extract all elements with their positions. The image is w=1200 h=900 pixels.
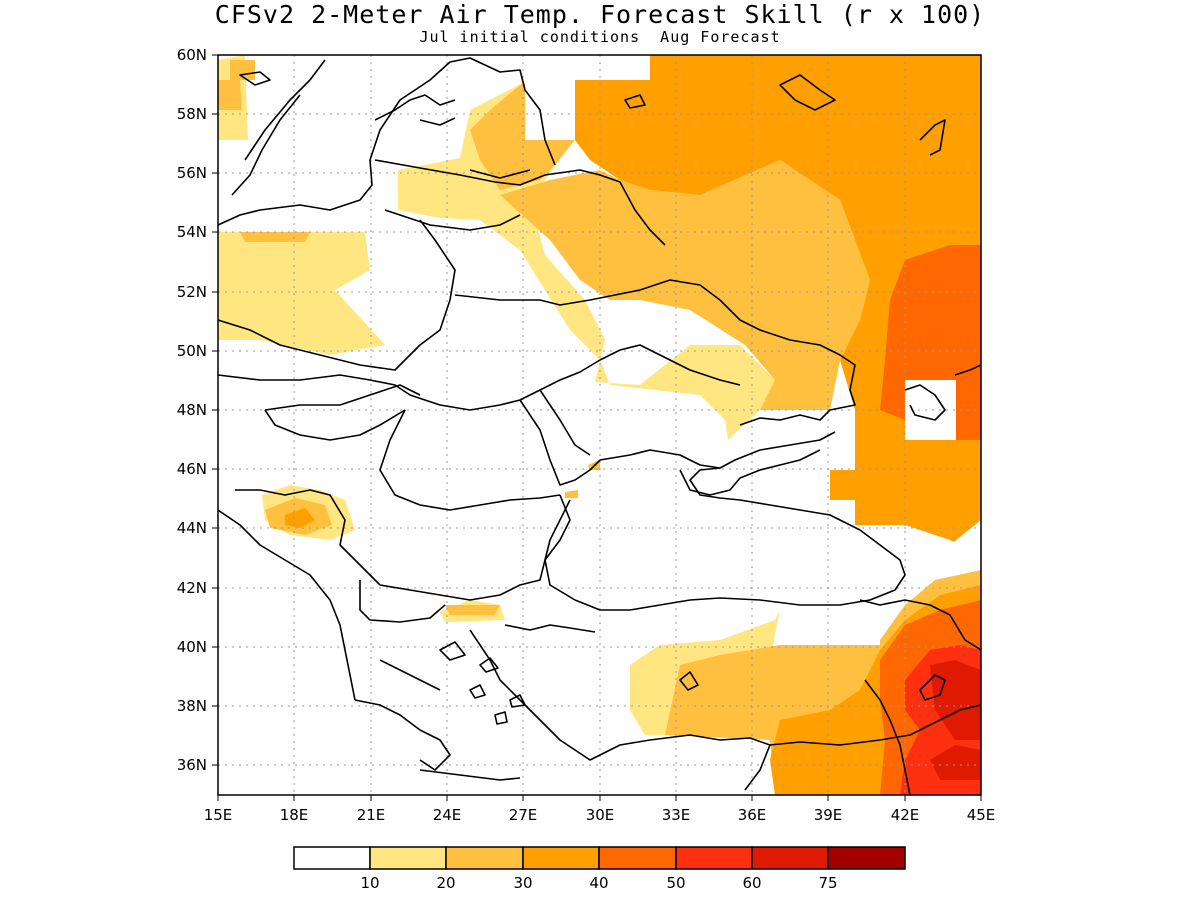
lon-label-18e: 18E [280, 806, 309, 824]
colorbar-swatch-4 [598, 846, 677, 870]
lat-label-50n: 50N [177, 342, 207, 360]
tick-marks [212, 54, 982, 801]
colorbar-labels: 10 20 30 40 50 60 75 [360, 874, 837, 892]
missing-data-blocks [525, 55, 981, 645]
lat-label-44n: 44N [177, 519, 207, 537]
skill-shading [218, 55, 981, 795]
colorbar-label-50: 50 [666, 874, 685, 892]
lat-label-46n: 46N [177, 460, 207, 478]
lat-label-36n: 36N [177, 756, 207, 774]
lon-label-39e: 39E [814, 806, 843, 824]
lon-label-15e: 15E [204, 806, 233, 824]
lat-label-56n: 56N [177, 164, 207, 182]
lon-label-33e: 33E [662, 806, 691, 824]
lat-label-48n: 48N [177, 401, 207, 419]
lat-tick-labels: 36N 38N 40N 42N 44N 46N 48N 50N 52N 54N … [177, 46, 207, 774]
lat-label-40n: 40N [177, 638, 207, 656]
lat-label-54n: 54N [177, 223, 207, 241]
colorbar-label-60: 60 [742, 874, 761, 892]
colorbar-label-10: 10 [360, 874, 379, 892]
lon-label-30e: 30E [586, 806, 615, 824]
colorbar-swatch-7 [827, 846, 906, 870]
lon-label-45e: 45E [967, 806, 996, 824]
colorbar-label-40: 40 [589, 874, 608, 892]
lat-label-52n: 52N [177, 283, 207, 301]
skill-band-60-75 [930, 660, 981, 780]
lon-label-36e: 36E [738, 806, 767, 824]
colorbar-swatch-5 [675, 846, 753, 870]
colorbar-swatch-1 [369, 846, 447, 870]
colorbar-label-20: 20 [436, 874, 455, 892]
lat-label-60n: 60N [177, 46, 207, 64]
colorbar-swatch-2 [445, 846, 524, 870]
coastlines-borders [218, 57, 981, 795]
colorbar-label-30: 30 [513, 874, 532, 892]
colorbar [293, 846, 906, 870]
lat-label-58n: 58N [177, 105, 207, 123]
colorbar-label-75: 75 [818, 874, 837, 892]
lon-label-24e: 24E [433, 806, 462, 824]
lon-label-21e: 21E [357, 806, 386, 824]
colorbar-swatch-0 [293, 846, 371, 870]
lon-label-27e: 27E [509, 806, 538, 824]
lat-label-42n: 42N [177, 579, 207, 597]
lat-label-38n: 38N [177, 697, 207, 715]
map-title: CFSv2 2-Meter Air Temp. Forecast Skill (… [214, 0, 986, 29]
map-subtitle: Jul initial conditions Aug Forecast [419, 28, 781, 46]
colorbar-swatch-3 [522, 846, 600, 870]
lon-label-42e: 42E [891, 806, 920, 824]
colorbar-swatch-6 [751, 846, 829, 870]
lon-tick-labels: 15E 18E 21E 24E 27E 30E 33E 36E 39E 42E … [204, 806, 996, 824]
